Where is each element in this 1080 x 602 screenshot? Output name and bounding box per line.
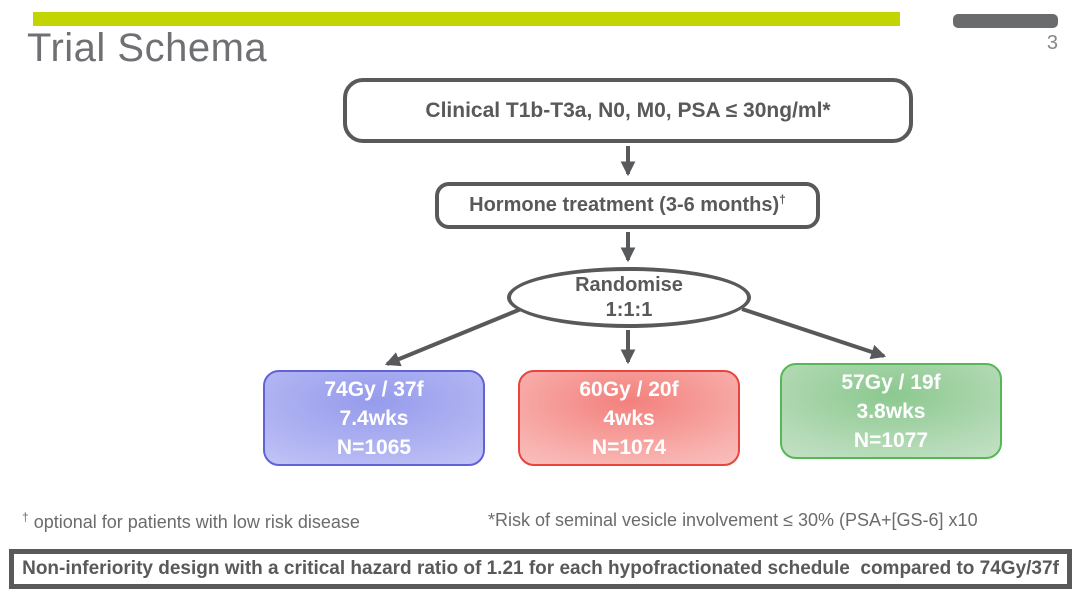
arm-duration: 3.8wks: [856, 399, 926, 423]
footnote-asterisk: *Risk of seminal vesicle involvement ≤ 3…: [488, 510, 978, 530]
dagger-symbol: †: [22, 510, 29, 524]
page-number: 3: [1046, 32, 1058, 54]
corner-bar: [953, 14, 1058, 28]
randomise-ratio: 1:1:1: [605, 298, 653, 321]
arm-dose: 60Gy / 20f: [579, 377, 679, 401]
arm-box-57gy-19f: 57Gy / 19f 3.8wks N=1077: [780, 363, 1002, 459]
arm-dose: 74Gy / 37f: [324, 377, 424, 401]
non-inferiority-banner: Non-inferiority design with a critical h…: [9, 549, 1072, 589]
arm-duration: 4wks: [603, 406, 655, 430]
arm-box-60gy-20f: 60Gy / 20f 4wks N=1074: [518, 370, 740, 466]
page-title: Trial Schema: [27, 26, 268, 70]
arm-sample-size: N=1074: [591, 435, 667, 459]
randomise-label: Randomise: [575, 273, 683, 296]
eligibility-text: Clinical T1b-T3a, N0, M0, PSA ≤ 30ng/ml*: [425, 98, 831, 122]
arm-sample-size: N=1065: [336, 435, 412, 459]
accent-bar: [33, 12, 900, 26]
randomise-ellipse: Randomise 1:1:1: [507, 267, 751, 328]
footnote-dagger: † optional for patients with low risk di…: [22, 510, 360, 533]
hormone-text: Hormone treatment (3-6 months)†: [469, 192, 786, 216]
arrow-randomise-to-arm1: [384, 307, 522, 367]
hormone-treatment-box: Hormone treatment (3-6 months)†: [435, 182, 820, 229]
arrow-randomise-to-arm3: [741, 307, 887, 360]
eligibility-box: Clinical T1b-T3a, N0, M0, PSA ≤ 30ng/ml*: [343, 78, 913, 143]
arm-box-74gy-37f: 74Gy / 37f 7.4wks N=1065: [263, 370, 485, 466]
footnote-dagger-text: optional for patients with low risk dise…: [33, 512, 360, 532]
dagger-superscript: †: [779, 192, 786, 207]
arm-dose: 57Gy / 19f: [841, 370, 941, 394]
arm-duration: 7.4wks: [339, 406, 409, 430]
arm-sample-size: N=1077: [853, 428, 929, 452]
